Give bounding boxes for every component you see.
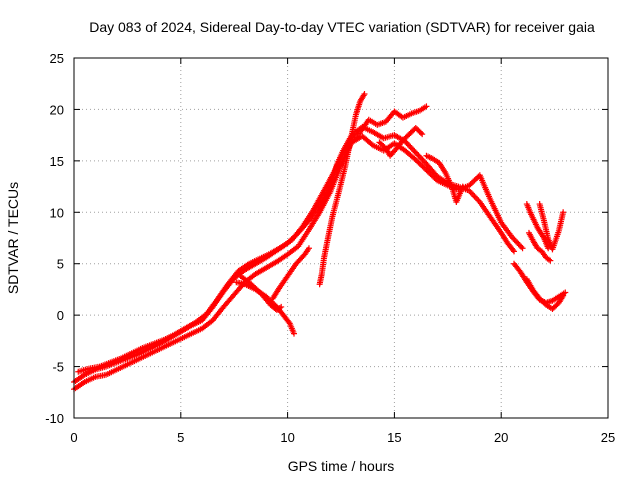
- data-point-marker: [423, 103, 430, 110]
- data-point-marker: [291, 330, 298, 337]
- y-axis-label: SDTVAR / TECUs: [5, 182, 21, 294]
- y-tick-label: -5: [52, 360, 64, 375]
- data-point-marker: [285, 319, 292, 325]
- y-tick-label: 0: [57, 308, 64, 323]
- series-branch-descent-b: [237, 273, 285, 313]
- data-point-marker: [361, 91, 368, 97]
- data-point-marker: [459, 183, 466, 190]
- series-dip-k: [525, 229, 554, 264]
- y-tick-label: 5: [57, 257, 64, 272]
- data-point-marker: [432, 176, 439, 183]
- x-tick-label: 25: [601, 430, 615, 445]
- x-tick-label: 5: [177, 430, 184, 445]
- chart-title: Day 083 of 2024, Sidereal Day-to-day VTE…: [89, 19, 595, 35]
- x-axis-label: GPS time / hours: [288, 458, 395, 474]
- data-point-marker: [519, 245, 526, 252]
- plot-frame: [73, 57, 609, 419]
- data-point-marker: [547, 257, 554, 264]
- series-tail-h: [523, 276, 567, 312]
- series-branch-rise-c: [269, 245, 312, 302]
- data-point-marker: [560, 209, 567, 216]
- series-branch-rise-d: [316, 91, 368, 288]
- data-point-marker: [562, 289, 569, 296]
- series-drop-f: [423, 152, 466, 205]
- data-layer: [71, 91, 569, 393]
- x-tick-label: 0: [70, 430, 77, 445]
- data-point-marker: [278, 303, 285, 310]
- y-tick-label: 20: [50, 102, 64, 117]
- series-spike-j: [536, 201, 567, 253]
- grid: [74, 58, 608, 418]
- data-point-marker: [419, 131, 426, 138]
- series-branch-descent-a: [233, 279, 298, 337]
- y-tick-label: 25: [50, 51, 64, 66]
- axis-ticks: 0 5 10 15 20 25 -10 -5 0 5 10 15 20 25: [45, 51, 615, 445]
- data-point-marker: [417, 129, 424, 136]
- x-tick-label: 15: [387, 430, 401, 445]
- y-tick-label: 10: [50, 205, 64, 220]
- data-point-marker: [511, 248, 518, 255]
- series-spike-i: [523, 201, 552, 252]
- series-hump-e: [376, 124, 426, 159]
- data-point-marker: [305, 245, 312, 252]
- series-high-band: [75, 103, 430, 375]
- data-point-marker: [509, 247, 516, 253]
- x-tick-label: 20: [494, 430, 508, 445]
- x-tick-label: 10: [280, 430, 294, 445]
- data-point-marker: [560, 292, 567, 299]
- y-tick-label: 15: [50, 154, 64, 169]
- y-tick-label: -10: [45, 411, 64, 426]
- data-point-marker: [368, 141, 375, 148]
- series-low-band: [71, 133, 526, 393]
